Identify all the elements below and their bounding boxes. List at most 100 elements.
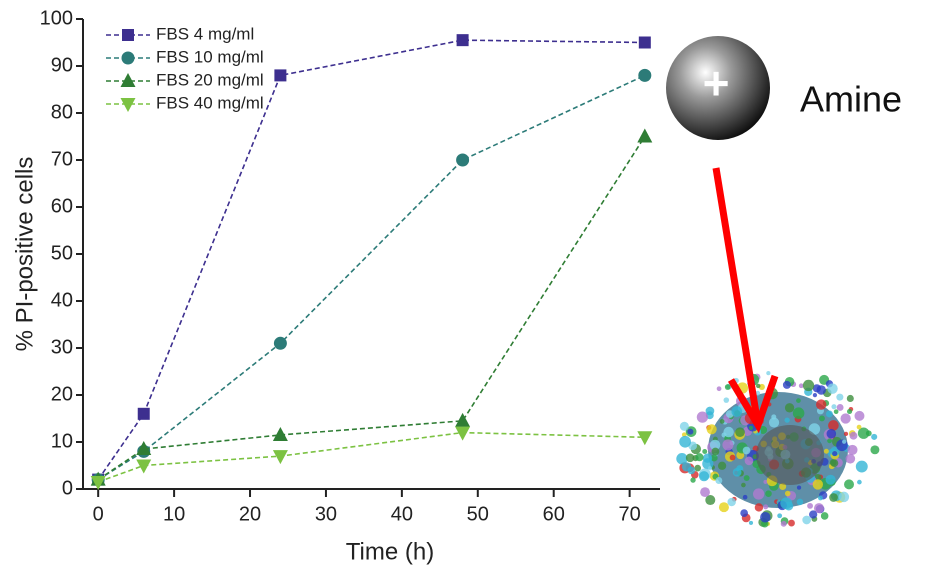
protein-dot (716, 386, 722, 392)
protein-dot (871, 433, 878, 440)
protein-dot (742, 494, 748, 500)
protein-dot (718, 502, 729, 513)
x-tick-label: 30 (315, 503, 337, 525)
protein-center (756, 425, 824, 485)
protein-dot (702, 449, 708, 454)
protein-dot (676, 453, 688, 465)
marker (90, 475, 106, 490)
y-tick-label: 80 (51, 101, 73, 123)
protein-dot (742, 446, 751, 455)
protein-dot (723, 397, 730, 403)
protein-dot (780, 520, 787, 527)
x-tick-label: 10 (163, 503, 185, 525)
protein-dot (706, 424, 717, 435)
protein-dot (833, 409, 839, 415)
marker (638, 36, 651, 49)
marker (136, 459, 152, 474)
series-line (97, 74, 646, 481)
protein-dot (816, 399, 827, 410)
protein-dot (782, 380, 791, 389)
protein-dot (845, 453, 856, 464)
red-arrow (712, 167, 779, 434)
protein-dot (710, 454, 718, 462)
protein-dot (796, 498, 804, 506)
protein-dot (849, 431, 858, 440)
protein-dot (719, 419, 725, 424)
arrow-shaft (712, 167, 762, 426)
protein-dot (723, 426, 734, 438)
protein-dot (763, 504, 769, 510)
arrow-head (727, 374, 779, 434)
protein-dot (818, 415, 825, 422)
protein-dot (870, 445, 880, 455)
y-tick-label: 90 (51, 54, 73, 76)
protein-dot (679, 435, 691, 448)
protein-dot (829, 493, 838, 502)
protein-dot (857, 479, 862, 485)
protein-dot (798, 383, 804, 389)
y-tick-label: 60 (51, 195, 73, 217)
protein-dot (681, 462, 692, 472)
x-tick-label: 60 (543, 503, 565, 525)
protein-dot (825, 474, 836, 485)
protein-dot (827, 383, 838, 394)
x-tick-label: 70 (619, 503, 641, 525)
protein-dot (748, 520, 754, 525)
y-tick-label: 30 (51, 336, 73, 358)
marker (272, 450, 288, 465)
protein-dot (768, 417, 780, 428)
legend-label: FBS 10 mg/ml (156, 47, 264, 66)
legend-marker (120, 98, 136, 112)
protein-dot (744, 456, 754, 466)
protein-dot (820, 512, 829, 520)
protein-dot (763, 479, 768, 484)
protein-dot (784, 417, 790, 423)
protein-dot (836, 404, 844, 411)
protein-dot (827, 438, 833, 444)
marker (637, 431, 653, 446)
protein-dot (696, 411, 709, 423)
x-tick-label: 40 (391, 503, 413, 525)
marker (456, 34, 469, 47)
protein-dot (828, 420, 839, 431)
protein-dot (842, 439, 847, 444)
legend-label: FBS 40 mg/ml (156, 93, 264, 112)
protein-dot (735, 427, 745, 438)
protein-dot (802, 515, 812, 525)
protein-dot (812, 393, 818, 398)
protein-dot (818, 495, 823, 501)
x-tick-label: 20 (239, 503, 261, 525)
protein-dot (709, 439, 721, 451)
protein-dot (788, 519, 795, 527)
marker (455, 412, 471, 427)
x-tick-label: 50 (467, 503, 489, 525)
plus-sign: + (703, 57, 730, 109)
protein-dot (856, 424, 862, 430)
protein-dot (802, 379, 815, 392)
protein-dot (796, 485, 802, 490)
protein-dot (823, 448, 829, 454)
protein-dot (836, 393, 844, 401)
protein-dot (698, 471, 710, 482)
legend-marker (120, 73, 136, 87)
y-tick-label: 10 (51, 430, 73, 452)
protein-dot (695, 453, 704, 462)
protein-dot (715, 477, 723, 484)
protein-dot (711, 447, 720, 456)
protein-dot (729, 454, 736, 461)
protein-dot (765, 490, 772, 497)
protein-dot (702, 453, 713, 463)
marker (136, 441, 152, 456)
protein-dot (847, 444, 858, 455)
protein-dot (740, 509, 748, 517)
protein-dot (812, 479, 824, 490)
protein-dot (832, 451, 838, 457)
protein-illustration (676, 370, 880, 528)
protein-dot (681, 432, 687, 438)
protein-dot (766, 370, 771, 376)
protein-dot (700, 487, 710, 498)
protein-dot (755, 390, 761, 396)
protein-dot (687, 428, 694, 435)
y-tick-label: 0 (62, 477, 73, 499)
